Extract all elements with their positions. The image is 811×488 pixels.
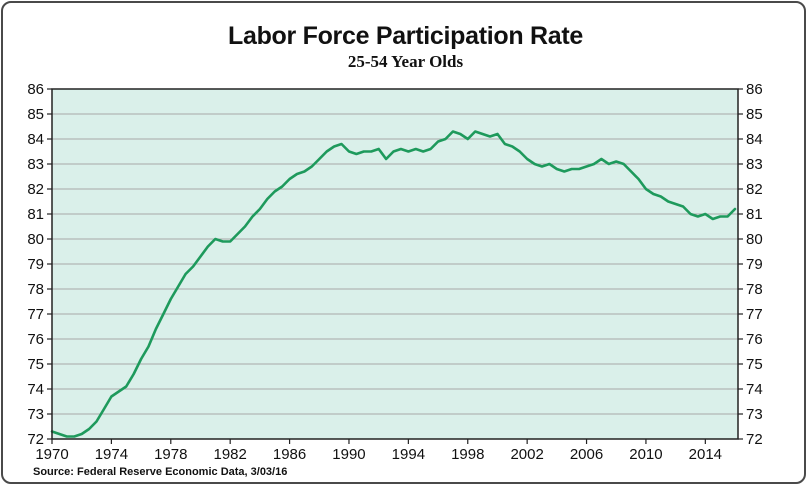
- y-tick-label-left: 83: [27, 156, 44, 173]
- x-tick-label: 1970: [35, 446, 68, 463]
- y-tick-label-left: 76: [27, 331, 44, 348]
- y-tick-label-left: 80: [27, 231, 44, 248]
- y-tick-label-left: 84: [27, 131, 44, 148]
- y-tick-label-right: 84: [746, 131, 763, 148]
- y-tick-label-left: 73: [27, 406, 44, 423]
- y-tick-label-right: 72: [746, 431, 763, 448]
- x-tick-label: 1990: [332, 446, 365, 463]
- y-tick-label-left: 78: [27, 281, 44, 298]
- series-line: [50, 130, 737, 438]
- series-layer: [50, 130, 737, 438]
- y-tick-label-left: 86: [27, 81, 44, 98]
- y-tick-label-right: 77: [746, 306, 763, 323]
- x-tick-label: 1986: [273, 446, 306, 463]
- y-tick-label-right: 83: [746, 156, 763, 173]
- y-tick-label-right: 85: [746, 106, 763, 123]
- source-note: Source: Federal Reserve Economic Data, 3…: [33, 466, 288, 478]
- y-tick-label-left: 82: [27, 181, 44, 198]
- y-tick-label-right: 79: [746, 256, 763, 273]
- x-tick-label: 1998: [451, 446, 484, 463]
- y-tick-label-right: 74: [746, 381, 763, 398]
- x-tick-label: 1974: [95, 446, 128, 463]
- tick-layer: 72 72 73 73 74 74 75 75 76 76 77 77 78 78 79 79 80 80 81 81…: [27, 81, 762, 463]
- y-tick-label-left: 75: [27, 356, 44, 373]
- x-tick-label: 1978: [154, 446, 187, 463]
- x-tick-label: 2002: [510, 446, 543, 463]
- y-tick-label-right: 76: [746, 331, 763, 348]
- x-tick-label: 2006: [570, 446, 603, 463]
- x-tick-label: 1982: [213, 446, 246, 463]
- y-tick-label-right: 75: [746, 356, 763, 373]
- y-tick-label-right: 81: [746, 206, 763, 223]
- y-tick-label-right: 78: [746, 281, 763, 298]
- y-tick-label-left: 72: [27, 431, 44, 448]
- x-tick-label: 1994: [392, 446, 425, 463]
- y-tick-label-right: 82: [746, 181, 763, 198]
- y-tick-label-right: 73: [746, 406, 763, 423]
- x-tick-label: 2010: [629, 446, 662, 463]
- y-tick-label-left: 79: [27, 256, 44, 273]
- chart-subtitle: 25-54 Year Olds: [347, 52, 464, 71]
- chart-title: Labor Force Participation Rate: [228, 22, 583, 50]
- y-tick-label-left: 77: [27, 306, 44, 323]
- y-tick-label-left: 74: [27, 381, 44, 398]
- y-tick-label-left: 85: [27, 106, 44, 123]
- y-tick-label-right: 80: [746, 231, 763, 248]
- y-tick-label-left: 81: [27, 206, 44, 223]
- y-tick-label-right: 86: [746, 81, 763, 98]
- x-tick-label: 2014: [689, 446, 722, 463]
